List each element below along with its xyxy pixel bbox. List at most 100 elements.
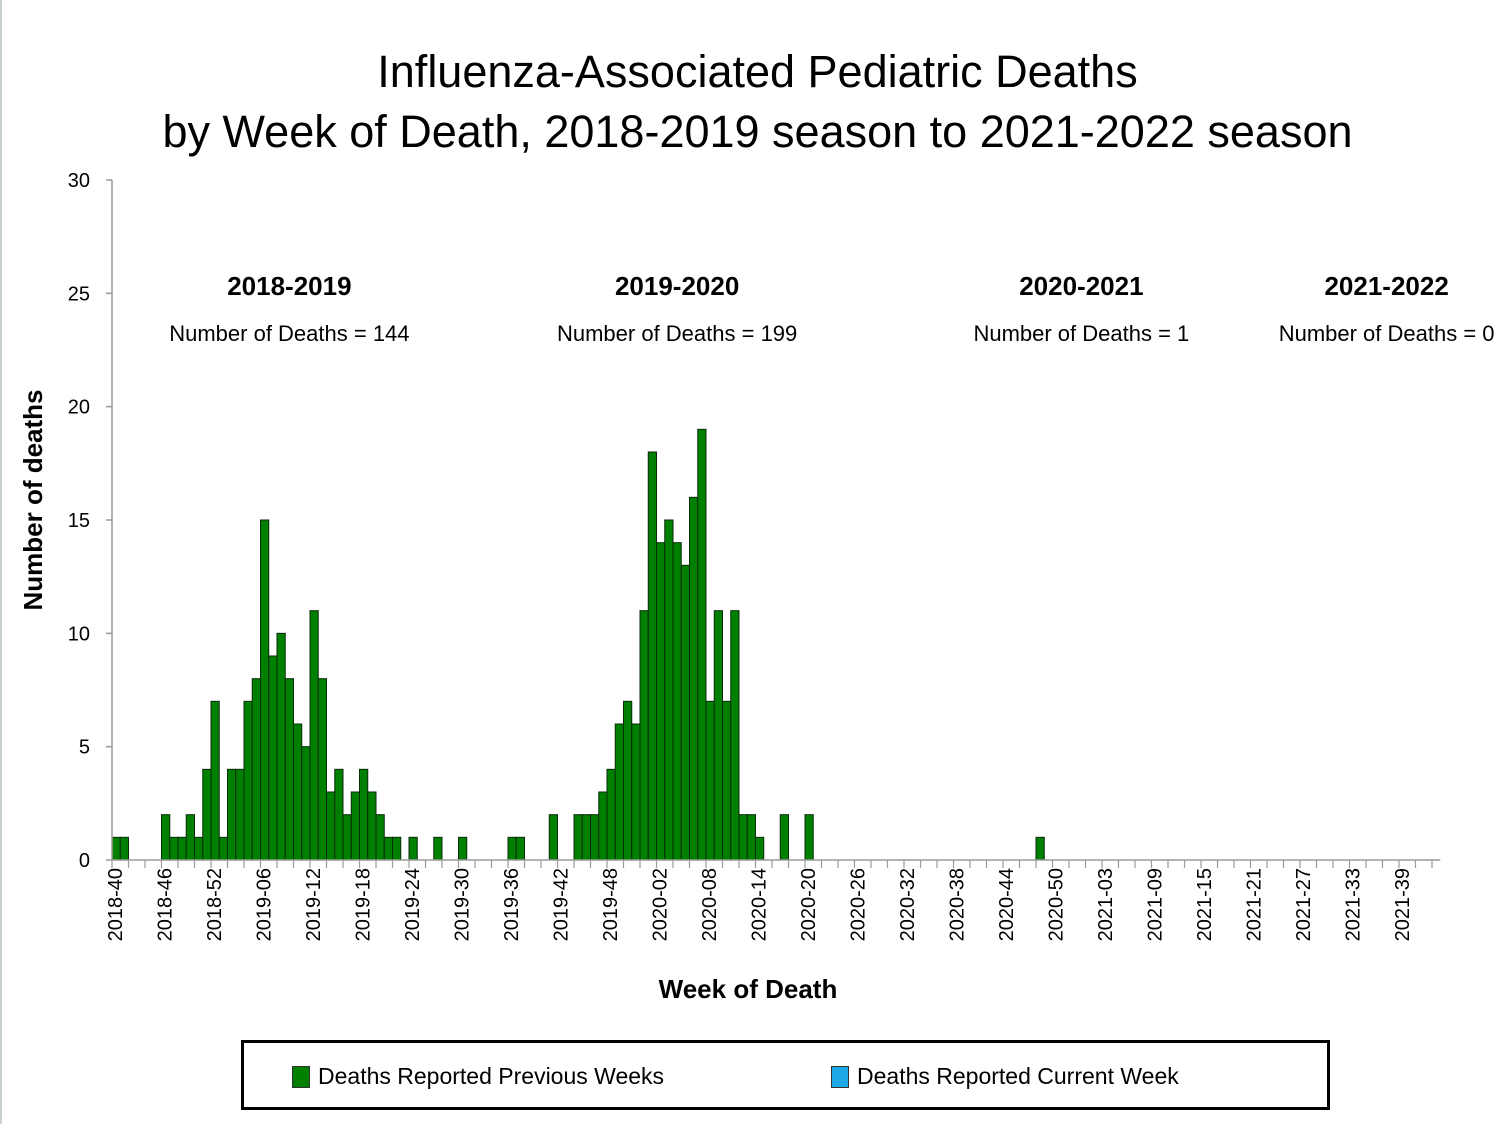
- y-tick-label-10: 10: [68, 623, 90, 645]
- bar-2018-49: [185, 814, 195, 861]
- x-tick-label-2020-14: 2020-14: [749, 868, 771, 941]
- bars-group: [111, 428, 1045, 861]
- x-tick-label-2019-24: 2019-24: [402, 868, 424, 941]
- bar-2019-01: [218, 836, 228, 861]
- x-tick-label-2019-06: 2019-06: [254, 868, 276, 941]
- x-tick-label-2019-36: 2019-36: [501, 868, 523, 941]
- bar-2019-06: [260, 519, 270, 861]
- bar-2020-08: [705, 700, 715, 861]
- bar-2019-24: [408, 836, 418, 861]
- bar-2019-30: [458, 836, 468, 861]
- bar-2019-21: [383, 836, 393, 861]
- y-tick-label-20: 20: [68, 397, 90, 419]
- bar-2019-44: [573, 814, 583, 861]
- bar-2019-49: [614, 723, 624, 861]
- bar-2020-17: [779, 814, 789, 861]
- bar-2019-20: [375, 814, 385, 861]
- bar-2019-09: [284, 678, 294, 861]
- bar-2019-47: [598, 791, 608, 861]
- chart-title: Influenza-Associated Pediatric Deaths: [377, 46, 1138, 97]
- bar-2019-04: [243, 700, 253, 861]
- bar-2020-12: [738, 814, 748, 861]
- x-tick-label-2019-42: 2019-42: [551, 868, 573, 941]
- x-tick-label-2019-48: 2019-48: [600, 868, 622, 941]
- x-tick-label-2021-27: 2021-27: [1293, 868, 1315, 941]
- x-tick-label-2020-08: 2020-08: [699, 868, 721, 941]
- bar-2019-19: [367, 791, 377, 861]
- bar-2019-18: [359, 768, 369, 861]
- bar-2019-45: [581, 814, 591, 861]
- bar-2019-37: [515, 836, 525, 861]
- x-tick-label-2021-03: 2021-03: [1095, 868, 1117, 941]
- legend-item-previous-weeks: Deaths Reported Previous Weeks: [292, 1063, 664, 1090]
- bar-2018-40: [111, 836, 121, 861]
- y-tick-label-5: 5: [79, 737, 90, 759]
- x-tick-label-2018-52: 2018-52: [204, 868, 226, 941]
- x-tick-label-2021-09: 2021-09: [1145, 868, 1167, 941]
- bar-2019-15: [334, 768, 344, 861]
- bar-2018-47: [169, 836, 179, 861]
- x-tick-label-2018-40: 2018-40: [105, 868, 127, 941]
- season-title-2019-2020: 2019-2020: [615, 271, 739, 301]
- season-death-count-2020-2021: Number of Deaths = 1: [973, 321, 1189, 346]
- x-tick-label-2021-33: 2021-33: [1343, 868, 1365, 941]
- bar-2018-48: [177, 836, 187, 861]
- bar-2019-13: [317, 678, 327, 861]
- x-tick-label-2020-26: 2020-26: [848, 868, 870, 941]
- bar-2019-50: [623, 700, 633, 861]
- bar-2019-48: [606, 768, 616, 861]
- legend-item-current-week: Deaths Reported Current Week: [831, 1063, 1179, 1090]
- bar-2020-14: [755, 836, 765, 861]
- bar-2020-06: [689, 496, 699, 861]
- x-tick-label-2019-30: 2019-30: [452, 868, 474, 941]
- legend-label: Deaths Reported Previous Weeks: [318, 1063, 665, 1089]
- bar-2019-05: [251, 678, 261, 861]
- bar-2019-03: [235, 768, 245, 861]
- season-death-count-2019-2020: Number of Deaths = 199: [557, 321, 797, 346]
- bar-2020-03: [664, 519, 674, 861]
- axes-group: [106, 179, 1441, 868]
- bar-2018-51: [202, 768, 212, 861]
- bar-2020-48: [1035, 836, 1045, 861]
- bar-2019-51: [631, 723, 641, 861]
- x-tick-label-2021-21: 2021-21: [1244, 868, 1266, 941]
- bar-2019-41: [548, 814, 558, 861]
- x-tick-label-2020-02: 2020-02: [650, 868, 672, 941]
- bar-2019-36: [507, 836, 517, 861]
- bar-2020-10: [722, 700, 732, 861]
- bar-2019-16: [342, 814, 352, 861]
- bar-2020-01: [647, 451, 657, 861]
- x-tick-label-2021-15: 2021-15: [1194, 868, 1216, 941]
- bar-2019-12: [309, 610, 319, 861]
- season-title-2018-2019: 2018-2019: [227, 271, 351, 301]
- legend: Deaths Reported Previous Weeks Deaths Re…: [241, 1040, 1330, 1110]
- y-tick-label-25: 25: [68, 283, 90, 305]
- chart-subtitle: by Week of Death, 2018-2019 season to 20…: [162, 106, 1353, 157]
- x-tick-label-2020-20: 2020-20: [798, 868, 820, 941]
- bar-2019-14: [326, 791, 336, 861]
- x-tick-label-2020-50: 2020-50: [1046, 868, 1068, 941]
- bar-2020-07: [697, 428, 707, 861]
- bar-2020-02: [656, 542, 666, 861]
- x-tick-label-2018-46: 2018-46: [155, 868, 177, 941]
- x-tick-label-2020-38: 2020-38: [947, 868, 969, 941]
- x-tick-label-2020-32: 2020-32: [897, 868, 919, 941]
- bar-2020-13: [746, 814, 756, 861]
- bar-2018-50: [194, 836, 204, 861]
- y-axis-title: Number of deaths: [18, 389, 48, 610]
- legend-swatch-blue: [831, 1065, 849, 1088]
- x-tick-label-2021-39: 2021-39: [1392, 868, 1414, 941]
- bar-2019-02: [227, 768, 237, 861]
- y-tick-label-30: 30: [68, 170, 90, 192]
- bar-2019-17: [350, 791, 360, 861]
- bar-2019-52: [639, 610, 649, 861]
- x-tick-label-2019-18: 2019-18: [353, 868, 375, 941]
- x-axis-title: Week of Death: [659, 974, 838, 1004]
- season-title-2020-2021: 2020-2021: [1019, 271, 1143, 301]
- y-tick-label-0: 0: [79, 850, 90, 872]
- bar-2019-27: [433, 836, 443, 861]
- bar-2020-04: [672, 542, 682, 861]
- season-death-count-2018-2019: Number of Deaths = 144: [169, 321, 409, 346]
